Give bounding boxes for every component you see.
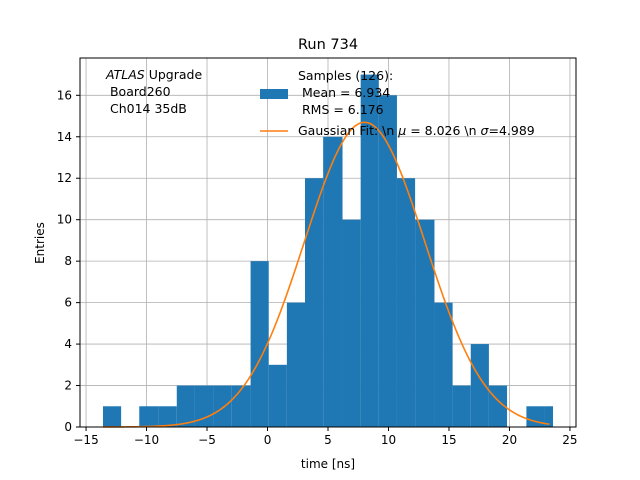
y-tick-label: 8 xyxy=(64,254,72,268)
annotation-line-1: ATLAS Upgrade xyxy=(105,67,202,82)
legend-fit-suffix: =4.989 xyxy=(488,123,534,138)
legend-fit-prefix: Gaussian Fit: \n xyxy=(298,123,398,138)
histogram-bar xyxy=(176,385,195,427)
x-tick-label: 10 xyxy=(381,433,396,447)
y-tick-label: 2 xyxy=(64,379,72,393)
x-tick-label: 15 xyxy=(441,433,456,447)
histogram-bar xyxy=(323,136,343,428)
x-tick-label: 5 xyxy=(324,433,332,447)
histogram-bar xyxy=(342,219,361,427)
annotation-atlas-italic: ATLAS xyxy=(105,67,145,82)
histogram-bar xyxy=(415,219,435,427)
atlas-annotation: ATLAS Upgrade Board260 Ch014 35dB xyxy=(105,67,202,116)
y-axis-ticks: 0 2 4 6 8 10 12 14 16 xyxy=(57,88,80,434)
histogram-bar xyxy=(231,385,251,427)
histogram-bar xyxy=(250,261,269,427)
legend-fit-sigma: σ xyxy=(481,123,490,138)
legend-fit-middle: = 8.026 \n xyxy=(406,123,480,138)
histogram-bar xyxy=(396,178,416,427)
histogram-bar xyxy=(305,178,324,427)
y-tick-label: 4 xyxy=(64,337,72,351)
x-tick-label: 25 xyxy=(562,433,577,447)
x-tick-label: −10 xyxy=(134,433,159,447)
chart-title: Run 734 xyxy=(298,37,358,53)
histogram-bar xyxy=(526,406,545,427)
histogram-bar xyxy=(102,406,122,427)
annotation-line-3: Ch014 35dB xyxy=(106,101,187,116)
x-tick-label: −15 xyxy=(73,433,98,447)
histogram-bar xyxy=(544,406,554,427)
gaussian-fit-line xyxy=(102,121,550,428)
histogram-bars xyxy=(102,74,554,428)
histogram-bar xyxy=(139,406,159,427)
histogram-bar xyxy=(213,385,232,427)
histogram-bar xyxy=(268,364,287,427)
legend-fit-mu: μ xyxy=(397,123,406,138)
histogram-bar xyxy=(378,95,397,427)
y-tick-label: 10 xyxy=(57,213,72,227)
x-tick-label: −5 xyxy=(198,433,216,447)
legend-samples-line-3: RMS = 6.176 xyxy=(298,102,384,117)
x-tick-label: 20 xyxy=(502,433,517,447)
y-tick-label: 0 xyxy=(64,420,72,434)
x-axis-label: time [ns] xyxy=(301,457,355,471)
annotation-upgrade: Upgrade xyxy=(145,67,203,82)
y-tick-label: 6 xyxy=(64,296,72,310)
y-tick-label: 14 xyxy=(57,130,72,144)
histogram-bar xyxy=(360,74,379,428)
histogram-bar xyxy=(470,344,489,427)
histogram-bar xyxy=(286,302,306,427)
x-axis-ticks: −15 −10 −5 0 5 10 15 20 25 xyxy=(73,427,578,447)
histogram-bar xyxy=(158,406,177,427)
legend-samples-patch xyxy=(260,89,288,99)
y-tick-label: 12 xyxy=(57,171,72,185)
legend-samples-line-2: Mean = 6.934 xyxy=(298,85,390,100)
legend-fit-label: Gaussian Fit: \n μ = 8.026 \n σ=4.989 xyxy=(298,123,535,138)
y-tick-label: 16 xyxy=(57,88,72,102)
x-tick-label: 0 xyxy=(264,433,272,447)
y-axis-label: Entries xyxy=(33,222,47,264)
legend-samples-line-1: Samples (126): xyxy=(298,68,393,83)
histogram-bar xyxy=(452,385,471,427)
annotation-line-2: Board260 xyxy=(106,84,171,99)
legend: Samples (126): Mean = 6.934 RMS = 6.176 … xyxy=(260,68,535,138)
histogram-bar xyxy=(434,302,453,427)
